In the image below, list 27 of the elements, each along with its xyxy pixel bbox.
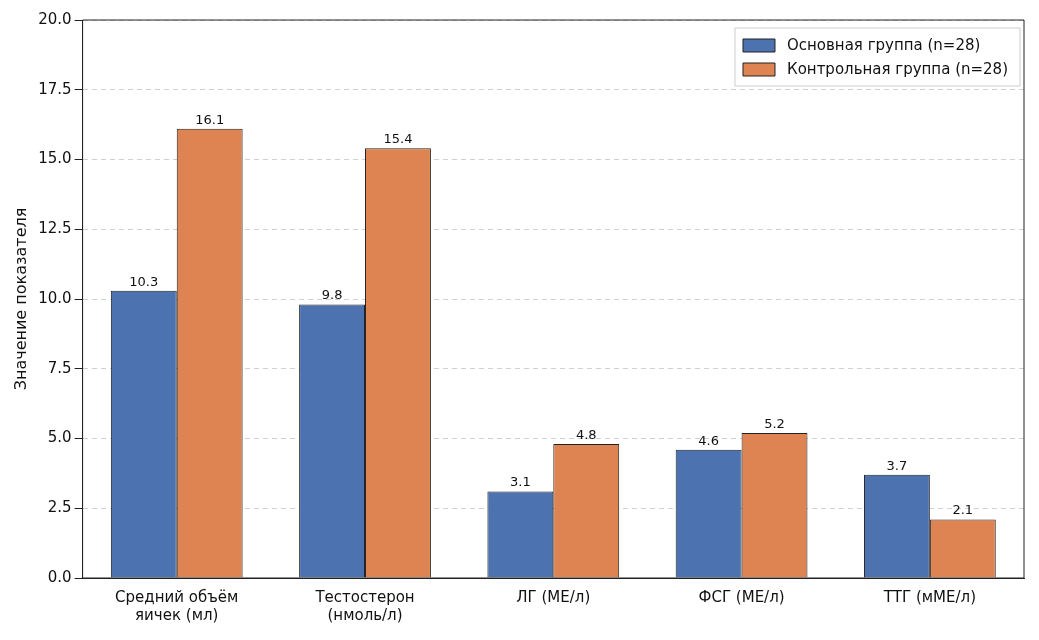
y-tick-label: 2.5 xyxy=(47,498,72,517)
x-tick-label: ЛГ (МЕ/л) xyxy=(516,587,591,606)
data-label: 4.8 xyxy=(575,426,597,442)
y-tick-label: 5.0 xyxy=(47,428,72,447)
y-tick-label: 20.0 xyxy=(38,9,72,28)
y-tick-label: 12.5 xyxy=(38,219,72,238)
data-label: 9.8 xyxy=(321,287,343,303)
y-tick-label: 15.0 xyxy=(38,149,72,168)
data-label: 3.7 xyxy=(886,457,908,473)
y-axis-title: Значение показателя xyxy=(10,207,30,391)
x-tick-label: ФСГ (МЕ/л) xyxy=(698,587,785,606)
data-label: 16.1 xyxy=(195,111,225,127)
y-tick-label: 0.0 xyxy=(47,567,72,586)
x-tick-label: Средний объём яичек (мл) xyxy=(115,587,239,624)
data-label: 10.3 xyxy=(129,273,159,289)
x-tick-label: Тестостерон (нмоль/л) xyxy=(314,587,415,624)
data-label: 5.2 xyxy=(764,415,785,431)
legend-label: Основная группа (n=28) xyxy=(786,35,981,54)
data-label: 15.4 xyxy=(383,131,413,147)
data-label: 4.6 xyxy=(698,432,719,448)
y-tick-label: 17.5 xyxy=(38,79,72,98)
x-tick-label: ТТГ (мМЕ/л) xyxy=(882,587,977,606)
y-tick-label: 10.0 xyxy=(38,288,72,307)
legend-label: Контрольная группа (n=28) xyxy=(786,59,1009,78)
data-label: 3.1 xyxy=(510,474,531,490)
y-tick-label: 7.5 xyxy=(47,358,72,377)
data-label: 2.1 xyxy=(952,502,974,518)
